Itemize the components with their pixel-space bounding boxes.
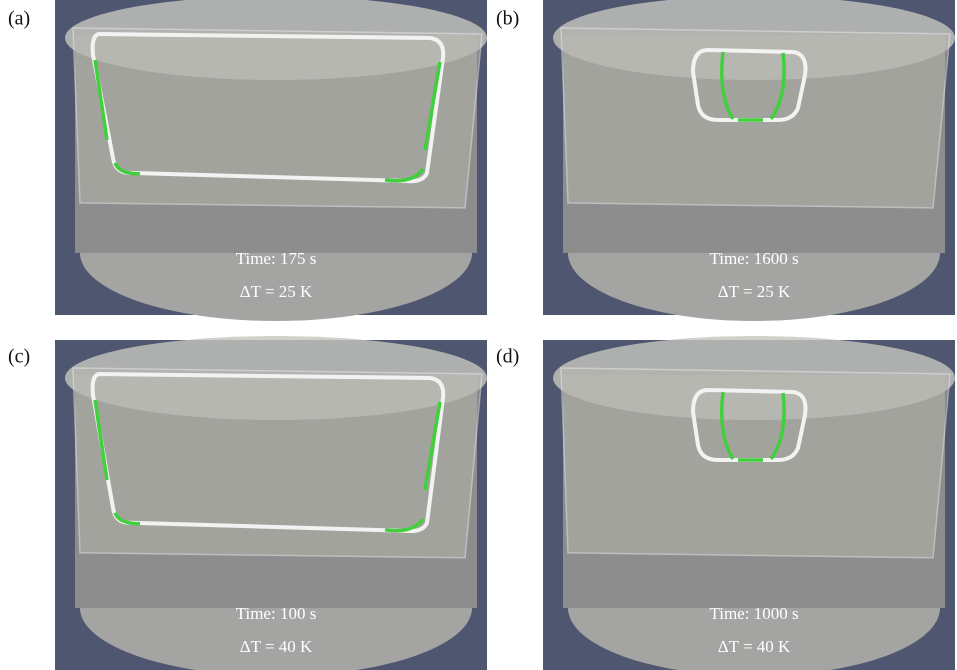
panel-label: (c) <box>8 346 30 368</box>
delta-label: ΔT = 25 K <box>240 282 313 301</box>
delta-label: ΔT = 40 K <box>718 637 791 656</box>
panel: Time: 100 s ΔT = 40 K <box>55 336 487 670</box>
time-label: Time: 175 s <box>236 249 317 268</box>
panel-label: (a) <box>8 8 30 30</box>
panel: Time: 175 s ΔT = 25 K <box>55 0 487 321</box>
panel: Time: 1000 s ΔT = 40 K <box>543 336 955 670</box>
time-label: Time: 1000 s <box>709 604 798 623</box>
delta-label: ΔT = 40 K <box>240 637 313 656</box>
time-label: Time: 1600 s <box>709 249 798 268</box>
time-label: Time: 100 s <box>236 604 317 623</box>
panel: Time: 1600 s ΔT = 25 K <box>543 0 955 321</box>
panel-label: (d) <box>496 346 519 368</box>
delta-label: ΔT = 25 K <box>718 282 791 301</box>
cut-plane <box>561 28 950 208</box>
panel-label: (b) <box>496 8 519 30</box>
figure: Time: 175 s ΔT = 25 K (a) Time: 1600 s ΔT = … <box>0 0 957 670</box>
cut-plane <box>561 368 950 558</box>
